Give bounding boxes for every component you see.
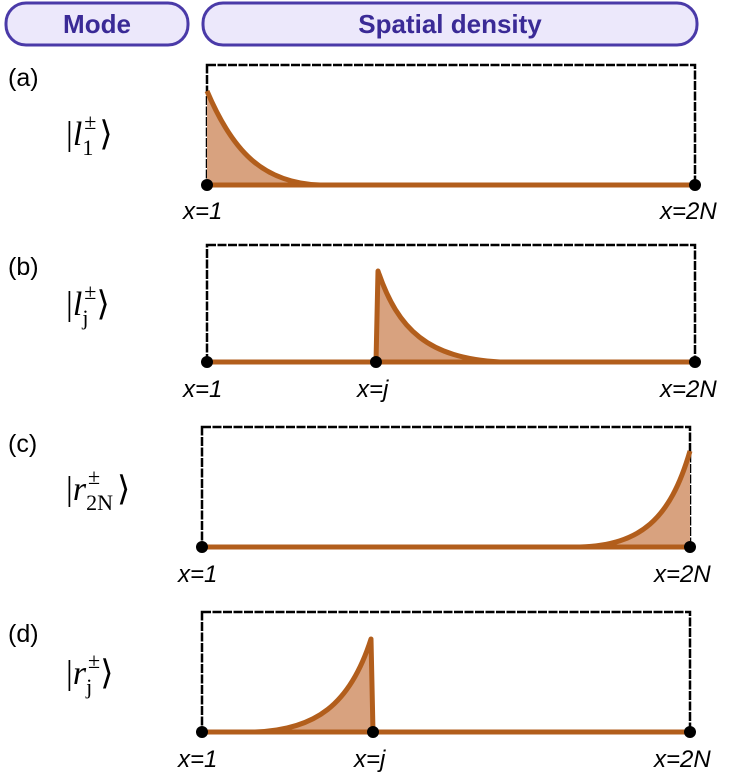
site-dot-start (196, 726, 208, 738)
plot-frame (205, 63, 697, 187)
panel-label: (c) (8, 430, 37, 458)
site-dot-end (684, 541, 696, 553)
mode-ket: |r± j ⟩ (66, 648, 114, 699)
density-curve (579, 450, 693, 550)
density-fill (255, 639, 373, 732)
tick-label-end: x=2N (653, 746, 711, 773)
density-curve (202, 636, 376, 735)
mode-ket: |l± 1 ⟩ (66, 109, 113, 160)
panel-label: (b) (8, 253, 39, 281)
panel-label: (a) (8, 64, 39, 92)
panel-d: (d) |r± j ⟩ x=1 x=j x=2N (8, 610, 711, 773)
header-density: Spatial density (201, 1, 699, 47)
tick-label-start: x=1 (182, 376, 222, 403)
tick-label-j: x=j (356, 376, 389, 403)
density-fill (376, 271, 500, 362)
tick-label-end: x=2N (659, 376, 717, 403)
site-dot-end (684, 726, 696, 738)
site-dot-j (367, 726, 379, 738)
tick-label-end: x=2N (653, 561, 711, 588)
panel-b: (b) |l± j ⟩ x=1 x=j x=2N (8, 243, 717, 403)
site-dot-end (689, 179, 701, 191)
density-header-box (201, 1, 699, 47)
plot-frame (205, 243, 697, 364)
tick-label-start: x=1 (182, 198, 222, 225)
density-fill (580, 451, 690, 547)
density-header-text: Spatial density (358, 9, 542, 39)
mode-ket: |r± 2N ⟩ (66, 464, 130, 515)
site-dot-end (689, 356, 701, 368)
header-mode: Mode (4, 1, 190, 47)
tick-label-start: x=1 (177, 746, 217, 773)
mode-ket: |l± j ⟩ (66, 279, 110, 330)
site-dot-start (201, 356, 213, 368)
site-dot-j (370, 356, 382, 368)
site-dot-start (201, 179, 213, 191)
panel-a: (a) |l± 1 ⟩ x=1 x=2N (8, 63, 717, 225)
site-dot-start (196, 541, 208, 553)
panel-c: (c) |r± 2N ⟩ x=1 x=2N (8, 425, 711, 588)
mode-header-box (4, 1, 190, 47)
panel-label: (d) (8, 620, 39, 648)
tick-label-start: x=1 (177, 561, 217, 588)
tick-label-end: x=2N (659, 198, 717, 225)
plot-frame (200, 425, 692, 549)
density-curve (373, 268, 501, 365)
mode-header-text: Mode (63, 9, 131, 39)
tick-label-j: x=j (353, 746, 386, 773)
density-curve (204, 90, 321, 188)
density-fill (207, 91, 320, 185)
plot-frame (200, 610, 692, 734)
